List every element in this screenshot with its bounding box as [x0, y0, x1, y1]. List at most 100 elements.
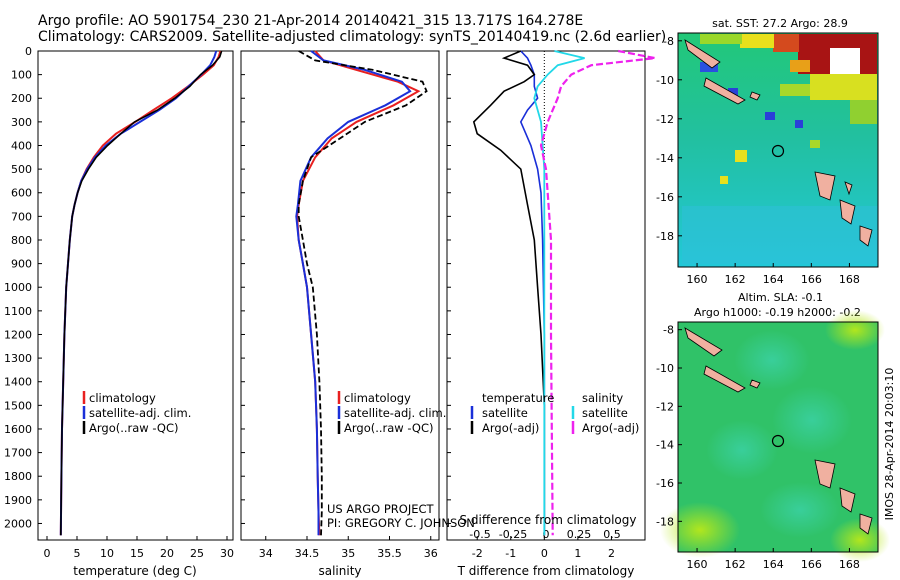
sst-map-lon-tick-label: 168 [839, 273, 860, 286]
temperature-tick-label: 25 [190, 547, 204, 560]
sst-map-patches [682, 34, 878, 264]
imos-timestamp-label: IMOS 28-Apr-2014 20:03:10 [883, 368, 896, 521]
temperature-axis-label: temperature (deg C) [73, 564, 196, 578]
depth-axis: 0 100 200 300 400 500 600 700 800 900 1000 1100 1200… [4, 45, 451, 530]
depth-tick-label: 1300 [4, 352, 32, 365]
depth-tick-label: 1600 [4, 423, 32, 436]
s-difference-tick-label: -0.25 [499, 528, 527, 541]
salinity-tick-label: 34 [259, 547, 273, 560]
legend-label-argo: Argo(..raw -QC) [344, 421, 434, 435]
legend-label-climatology: climatology [344, 391, 411, 405]
sst-map-title: sat. SST: 27.2 Argo: 28.9 [712, 17, 848, 30]
depth-tick-label: 1200 [4, 328, 32, 341]
salinity-legend: climatology satellite-adj. clim. Argo(..… [337, 391, 446, 435]
salinity-series-argo [297, 50, 428, 536]
temperature-tick-label: 5 [74, 547, 81, 560]
salinity-series [295, 50, 428, 536]
legend-label-satellite: satellite-adj. clim. [344, 406, 446, 420]
depth-tick-label: 1000 [4, 281, 32, 294]
salinity-tick-label: 35 [341, 547, 355, 560]
sla-map-lat-tick-label: -8 [663, 324, 674, 337]
sst-map-lat-tick-label: -16 [656, 191, 674, 204]
temperature-tick-label: 30 [220, 547, 234, 560]
sla-map-islands [684, 327, 873, 535]
s-difference-tick-label: -0.5 [469, 528, 490, 541]
depth-tick-label: 400 [11, 139, 32, 152]
legend-label-argo: Argo(..raw -QC) [89, 421, 179, 435]
t-difference-axis-label: T difference from climatology [457, 564, 635, 578]
legend-title-temperature: temperature [482, 391, 554, 405]
sla-map-lat-tick-label: -16 [656, 477, 674, 490]
sla-map-lat-tick-label: -14 [656, 439, 674, 452]
t-difference-tick-label: -2 [472, 547, 483, 560]
s-difference-x-axis: -0.5 -0.25 0 0.25 0.5 [469, 528, 620, 541]
salinity-tick-label: 35.5 [377, 547, 402, 560]
temperature-tick-label: 20 [160, 547, 174, 560]
diff-series-temp-argo [472, 50, 546, 536]
sla-map-lat-tick-label: -10 [656, 362, 674, 375]
sst-map-lat-tick-label: -14 [656, 152, 674, 165]
t-difference-x-axis: -2 -1 0 1 2 [472, 536, 615, 560]
legend-label-sal-satellite: satellite [582, 406, 628, 420]
sla-map-lon-tick-label: 166 [801, 558, 822, 571]
sst-map-lon-tick-label: 164 [763, 273, 784, 286]
depth-tick-label: 300 [11, 116, 32, 129]
depth-tick-label: 1400 [4, 376, 32, 389]
depth-tick-label: 800 [11, 234, 32, 247]
depth-tick-label: 1500 [4, 399, 32, 412]
sst-map-lat-tick-label: -12 [656, 113, 674, 126]
salinity-tick-label: 36 [424, 547, 438, 560]
legend-label-climatology: climatology [89, 391, 156, 405]
legend-label-temp-argo: Argo(-adj) [482, 421, 539, 435]
sst-map-lon-tick-label: 162 [725, 273, 746, 286]
depth-tick-label: 2000 [4, 517, 32, 530]
sla-map-patches [660, 310, 890, 562]
difference-legend: temperature satellite Argo(-adj) salinit… [470, 391, 639, 435]
sla-map-lat-tick-label: -12 [656, 400, 674, 413]
t-difference-tick-label: -1 [505, 547, 516, 560]
temperature-series-climatology [59, 50, 222, 536]
t-difference-tick-label: 0 [541, 547, 548, 560]
temperature-tick-label: 15 [130, 547, 144, 560]
sst-map-frame [677, 32, 879, 268]
temperature-x-axis: 0 5 10 15 20 25 30 [44, 536, 234, 560]
depth-tick-label: 100 [11, 69, 32, 82]
depth-tick-label: 700 [11, 210, 32, 223]
temperature-series-argo [60, 50, 223, 536]
salinity-panel-frame [240, 50, 440, 541]
legend-label-temp-satellite: satellite [482, 406, 528, 420]
legend-label-sal-argo: Argo(-adj) [582, 421, 639, 435]
legend-label-satellite: satellite-adj. clim. [89, 406, 191, 420]
sst-map-lat-tick-label: -8 [663, 35, 674, 48]
s-difference-tick-label: 0 [543, 528, 550, 541]
depth-tick-label: 0 [25, 45, 32, 58]
salinity-tick-label: 34.5 [295, 547, 320, 560]
sla-map-lon-tick-label: 160 [687, 558, 708, 571]
diff-series-sal-argo [539, 49, 656, 536]
sla-map-lon-tick-label: 162 [725, 558, 746, 571]
salinity-x-axis: 34 34.5 35 35.5 36 [259, 536, 438, 560]
diff-series-sal-satellite [533, 50, 585, 536]
s-difference-axis-label: S difference from climatology [460, 513, 637, 527]
sst-map-axes: 160 162 164 166 168 -8 -10 -12 -14 -16 -18 [656, 35, 860, 286]
sst-map-lon-tick-label: 166 [801, 273, 822, 286]
sst-argo-position-marker [771, 144, 785, 158]
temperature-series-satellite [59, 50, 218, 536]
temperature-series [59, 50, 223, 536]
sla-map-lat-tick-label: -18 [656, 515, 674, 528]
s-difference-tick-label: 0.5 [603, 528, 621, 541]
credit-line-1: US ARGO PROJECT [327, 502, 435, 516]
sla-map-lon-tick-label: 164 [763, 558, 784, 571]
sla-map [660, 310, 890, 562]
header-line-2: Climatology: CARS2009. Satellite-adjuste… [38, 29, 667, 45]
depth-tick-label: 1100 [4, 305, 32, 318]
sst-map-lat-tick-label: -18 [656, 230, 674, 243]
sst-map [677, 32, 879, 268]
salinity-series-climatology [296, 50, 421, 536]
temperature-legend: climatology satellite-adj. clim. Argo(..… [82, 391, 191, 435]
difference-panel-frame [446, 50, 646, 541]
legend-title-salinity: salinity [582, 391, 623, 405]
sla-map-frame [677, 321, 879, 553]
diff-series-temp-satellite [519, 50, 546, 536]
